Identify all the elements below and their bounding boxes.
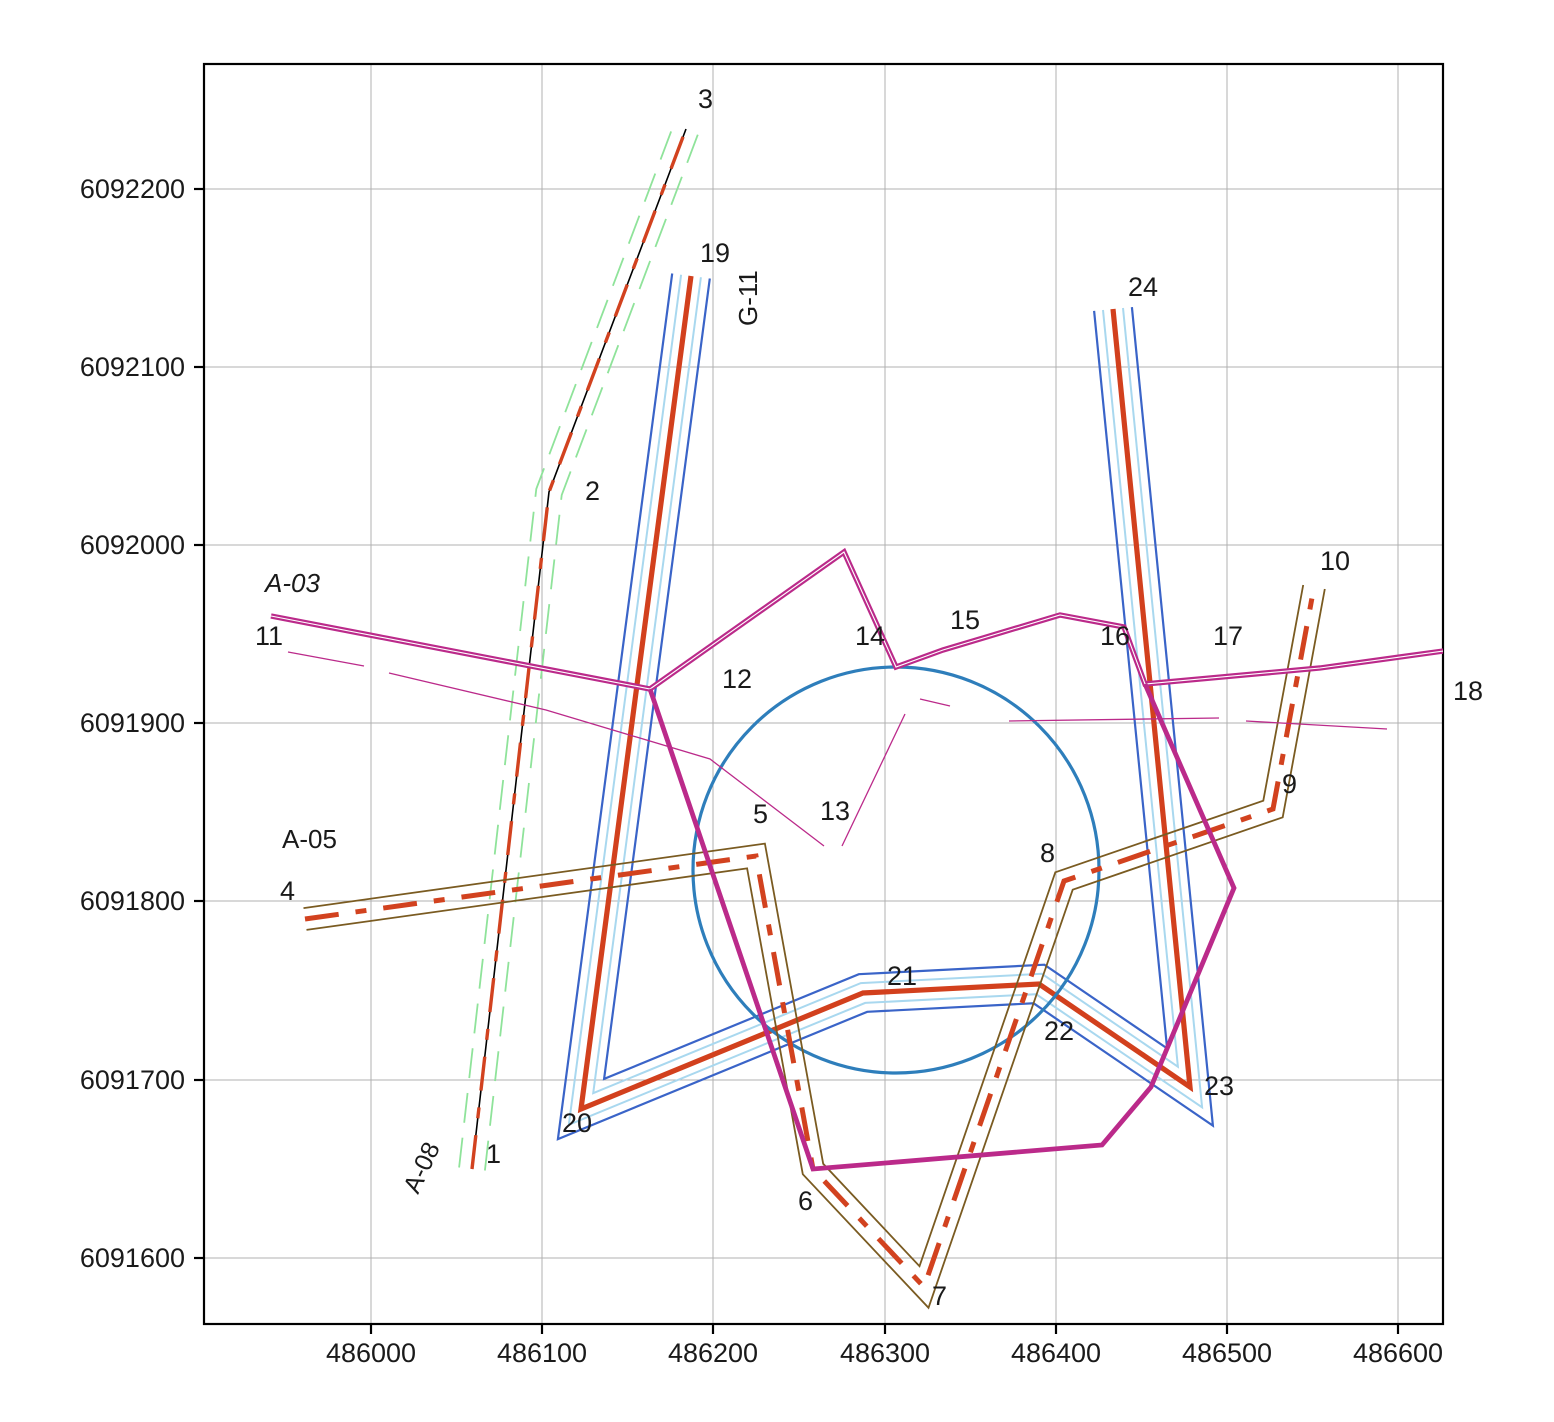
svg-text:11: 11 [255,621,283,651]
svg-text:2: 2 [585,476,600,506]
svg-text:6091800: 6091800 [80,886,185,916]
svg-text:17: 17 [1213,621,1243,651]
svg-text:21: 21 [887,961,917,991]
svg-text:A-05: A-05 [282,824,337,854]
svg-text:7: 7 [932,1281,947,1311]
svg-text:486600: 486600 [1353,1338,1443,1368]
svg-text:4: 4 [280,876,295,906]
svg-text:6092000: 6092000 [80,530,185,560]
svg-text:22: 22 [1044,1016,1074,1046]
svg-text:1: 1 [486,1139,501,1169]
svg-text:15: 15 [950,605,980,635]
svg-text:23: 23 [1204,1071,1234,1101]
svg-text:6091700: 6091700 [80,1065,185,1095]
svg-text:20: 20 [562,1108,592,1138]
svg-text:19: 19 [700,238,730,268]
svg-text:6092200: 6092200 [80,174,185,204]
svg-text:486000: 486000 [326,1338,416,1368]
svg-text:5: 5 [753,799,768,829]
svg-text:486100: 486100 [497,1338,587,1368]
svg-text:486300: 486300 [840,1338,930,1368]
svg-text:13: 13 [820,796,850,826]
svg-text:6092100: 6092100 [80,352,185,382]
svg-text:10: 10 [1320,546,1350,576]
svg-text:14: 14 [855,621,885,651]
svg-text:6091600: 6091600 [80,1243,185,1273]
svg-text:16: 16 [1100,621,1130,651]
svg-text:6091900: 6091900 [80,708,185,738]
svg-text:G-11: G-11 [733,270,763,326]
svg-text:18: 18 [1453,676,1483,706]
svg-text:6: 6 [798,1186,813,1216]
svg-text:A-03: A-03 [263,568,320,598]
svg-text:8: 8 [1040,838,1055,868]
svg-text:12: 12 [722,664,752,694]
svg-text:24: 24 [1128,272,1158,302]
svg-text:3: 3 [698,84,713,114]
svg-text:9: 9 [1282,769,1297,799]
svg-text:486500: 486500 [1182,1338,1272,1368]
svg-text:486200: 486200 [668,1338,758,1368]
svg-text:486400: 486400 [1011,1338,1101,1368]
